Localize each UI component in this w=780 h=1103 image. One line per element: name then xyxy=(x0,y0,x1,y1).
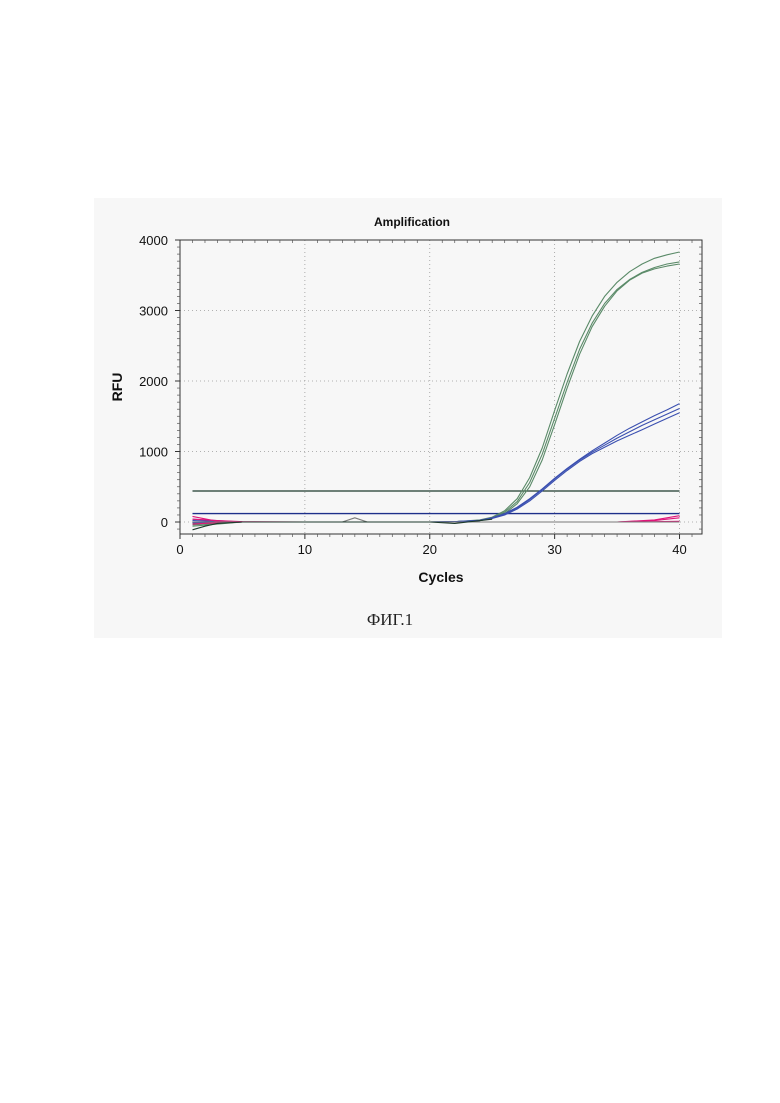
y-axis-label: RFU xyxy=(109,373,125,402)
amplification-chart: Amplification 0 10 20 30 40 0 1000 2000 3000 4000… xyxy=(94,198,722,638)
series-line xyxy=(193,519,493,530)
x-tick-label: 10 xyxy=(298,542,312,557)
x-tick-label: 30 xyxy=(547,542,561,557)
series-lines xyxy=(193,252,680,530)
threshold-lines xyxy=(192,491,679,514)
series-line xyxy=(193,252,680,525)
x-tick-label: 20 xyxy=(423,542,437,557)
y-tick-label: 2000 xyxy=(139,374,168,389)
series-line xyxy=(193,409,680,523)
series-line xyxy=(193,404,680,522)
figure-panel: Amplification 0 10 20 30 40 0 1000 2000 3000 4000… xyxy=(94,198,722,638)
y-tick-label: 4000 xyxy=(139,233,168,248)
series-line xyxy=(193,413,680,523)
y-tick-label: 3000 xyxy=(139,304,168,319)
x-axis-label: Cycles xyxy=(418,569,463,585)
x-tick-label: 40 xyxy=(672,542,686,557)
chart-title: Amplification xyxy=(374,215,450,229)
series-line xyxy=(193,264,680,523)
y-tick-label: 1000 xyxy=(139,445,168,460)
series-line xyxy=(193,262,680,526)
figure-caption: ФИГ.1 xyxy=(0,610,780,630)
series-line xyxy=(193,516,680,522)
y-tick-label: 0 xyxy=(161,515,168,530)
x-tick-label: 0 xyxy=(176,542,183,557)
